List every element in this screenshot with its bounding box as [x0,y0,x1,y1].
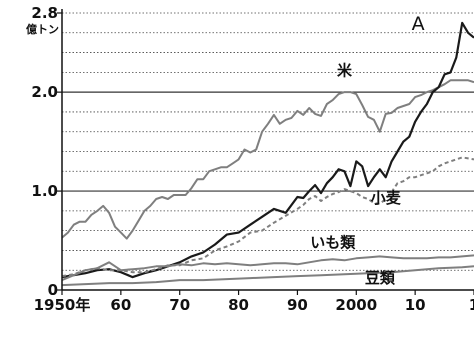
x-tick-label: 60 [110,296,131,314]
tick-labels: 0 1.0 2.0 2.8 1950年 60 70 80 90 2000 10 1 億トン [26,4,474,314]
series-line-A [61,21,474,279]
series-line-豆類 [61,265,474,287]
gridlines [62,12,474,271]
x-tick-label: 10 [405,296,426,314]
series-label-小麦: 小麦 [371,189,402,207]
axes [61,9,474,291]
x-tick-label: 90 [287,296,308,314]
series-layer [61,21,474,287]
x-tick-label: 1950年 [34,296,91,314]
series-line-米 [61,79,474,240]
y-tick-label: 2.8 [31,4,58,22]
series-label-A: A [412,13,425,35]
series-label-米: 米 [337,61,353,79]
series-line-いも類 [61,254,474,282]
series-line-小麦 [61,156,474,278]
y-tick-label: 1.0 [31,182,58,200]
x-tick-label: 1 [469,296,474,314]
series-label-豆類: 豆類 [365,269,396,287]
y-tick-label: 0 [48,281,58,299]
x-tick-label: 70 [169,296,190,314]
y-tick-label: 2.0 [31,83,58,101]
x-tick-label: 80 [228,296,249,314]
x-tick-label: 2000 [335,296,377,314]
series-label-いも類: いも類 [310,233,356,251]
y-axis-unit-label: 億トン [26,22,59,36]
